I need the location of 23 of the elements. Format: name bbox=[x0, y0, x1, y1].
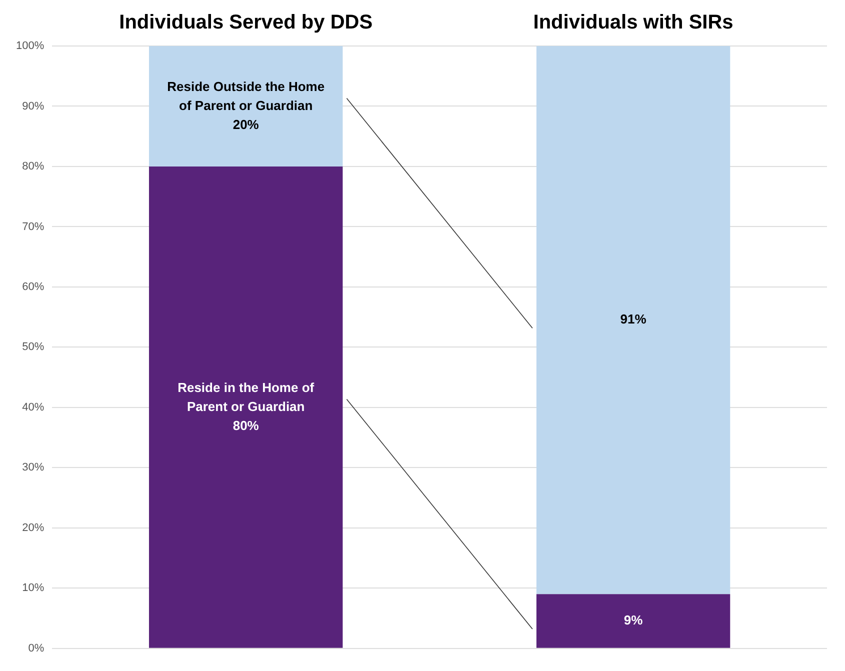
y-tick-label: 30% bbox=[22, 462, 44, 474]
y-tick-label: 50% bbox=[22, 341, 44, 354]
x-tick-label: Individuals Served by DDS bbox=[119, 12, 373, 34]
y-tick-label: 10% bbox=[22, 582, 44, 594]
y-tick-label: 60% bbox=[22, 280, 44, 293]
series-label: Reside in the Home of Parent or Guardian bbox=[178, 380, 315, 414]
data-label: 80% bbox=[232, 418, 260, 433]
bar bbox=[536, 594, 730, 648]
x-tick-label: Individuals with SIRs bbox=[533, 12, 734, 34]
bar bbox=[148, 46, 343, 166]
data-label: 20% bbox=[232, 116, 260, 132]
y-tick-label: 20% bbox=[22, 522, 44, 534]
y-tick-label: 0% bbox=[28, 642, 44, 654]
y-tick-label: 80% bbox=[22, 160, 44, 173]
y-tick-label: 90% bbox=[22, 100, 44, 112]
data-label: 91% bbox=[620, 312, 647, 327]
y-tick-label: 40% bbox=[22, 401, 44, 414]
bar bbox=[536, 46, 730, 594]
y-tick-label: 100% bbox=[16, 40, 44, 52]
bar bbox=[148, 166, 343, 648]
y-tick-label: 70% bbox=[22, 220, 44, 233]
series-label: Reside Outside the Home of Parent or Guardian bbox=[167, 78, 325, 113]
data-label: 9% bbox=[624, 612, 644, 628]
